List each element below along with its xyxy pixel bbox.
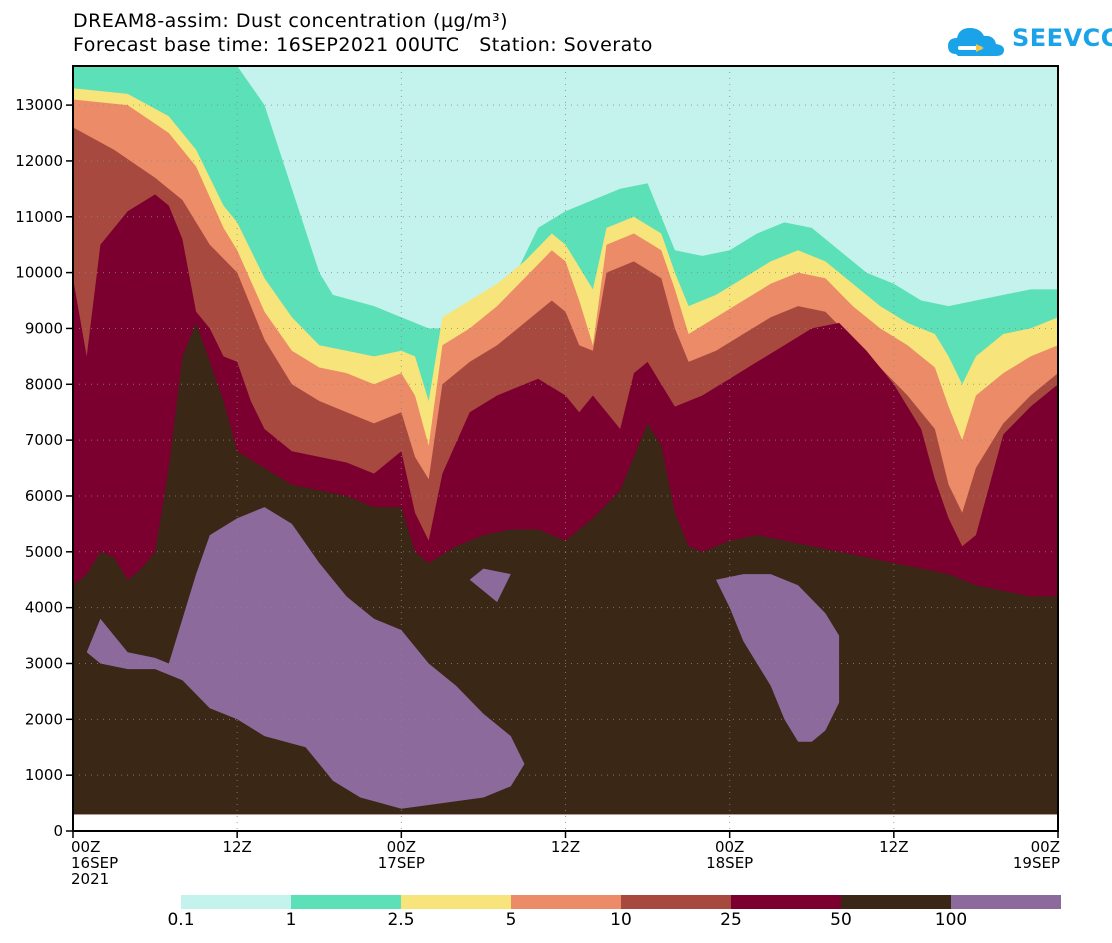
y-tick-label: 13000 xyxy=(15,96,63,114)
x-tick-label: 16SEP xyxy=(71,854,118,872)
legend-label: 25 xyxy=(720,910,742,930)
legend-label: 0.1 xyxy=(167,910,195,930)
logo-text: SEEVCCC xyxy=(1012,24,1112,52)
y-tick-label: 8000 xyxy=(25,375,63,393)
chart-subtitle: Forecast base time: 16SEP2021 00UTC Stat… xyxy=(73,34,653,56)
legend-swatch-2.5 xyxy=(401,895,511,909)
x-tick-label: 00Z xyxy=(387,838,416,856)
y-tick-label: 2000 xyxy=(25,710,63,728)
x-tick-label: 19SEP xyxy=(1013,854,1060,872)
legend-label: 5 xyxy=(505,910,517,930)
y-tick-label: 0 xyxy=(53,822,63,840)
y-tick-label: 4000 xyxy=(25,599,63,617)
x-tick-label: 00Z xyxy=(715,838,744,856)
legend-label: 2.5 xyxy=(387,910,415,930)
legend-swatch-0.1 xyxy=(181,895,291,909)
y-tick-label: 7000 xyxy=(25,431,63,449)
x-tick-label: 00Z xyxy=(71,838,100,856)
y-tick-label: 11000 xyxy=(15,208,63,226)
x-tick-label: 12Z xyxy=(222,838,251,856)
legend-swatch-10 xyxy=(621,895,731,909)
y-tick-label: 10000 xyxy=(15,264,63,282)
chart-title: DREAM8-assim: Dust concentration (µg/m³) xyxy=(73,10,509,32)
legend-label: 50 xyxy=(830,910,852,930)
legend-swatch-1 xyxy=(291,895,401,909)
y-tick-label: 1000 xyxy=(25,766,63,784)
x-tick-label: 2021 xyxy=(71,870,109,888)
contour-band-100-8 xyxy=(716,574,840,742)
y-tick-label: 12000 xyxy=(15,152,63,170)
x-tick-label: 12Z xyxy=(879,838,908,856)
y-tick-label: 6000 xyxy=(25,487,63,505)
legend-swatch-100 xyxy=(951,895,1061,909)
y-tick-label: 3000 xyxy=(25,654,63,672)
y-tick-label: 5000 xyxy=(25,543,63,561)
y-tick-label: 9000 xyxy=(25,319,63,337)
cloud-logo-icon xyxy=(948,28,1004,56)
legend-label: 1 xyxy=(285,910,297,930)
x-tick-label: 12Z xyxy=(551,838,580,856)
x-tick-label: 18SEP xyxy=(706,854,753,872)
legend-swatch-5 xyxy=(511,895,621,909)
contour-band-100-9 xyxy=(469,568,511,603)
x-tick-label: 00Z xyxy=(1031,838,1060,856)
contour-band-100-7 xyxy=(86,507,525,809)
legend-swatch-50 xyxy=(841,895,951,909)
legend-label: 10 xyxy=(610,910,632,930)
legend-label: 100 xyxy=(934,910,968,930)
legend-swatch-25 xyxy=(731,895,841,909)
x-tick-label: 17SEP xyxy=(378,854,425,872)
